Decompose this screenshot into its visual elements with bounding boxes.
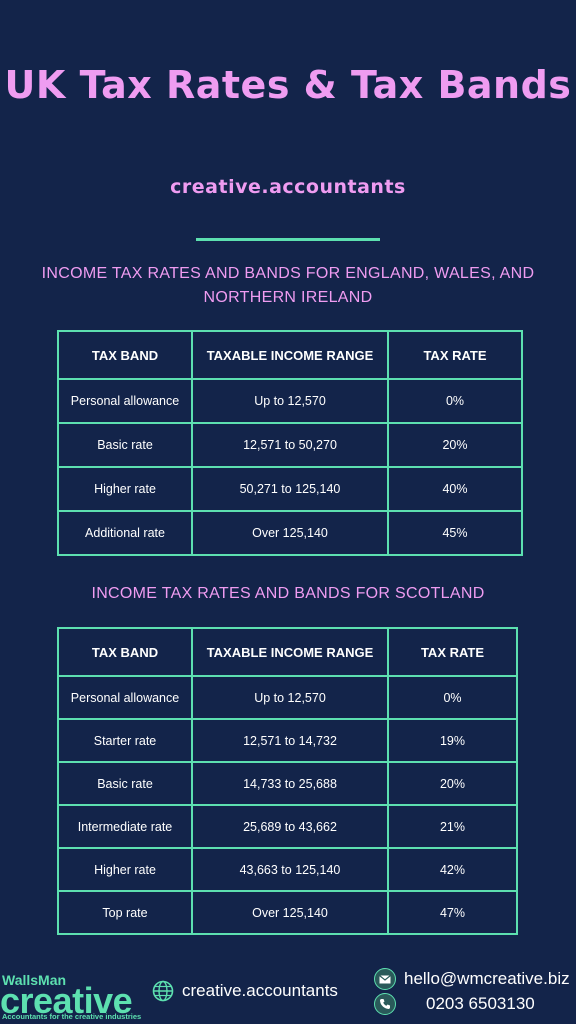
table-row: Top rate Over 125,140 47% [57, 890, 518, 935]
table-header-row: TAX BAND TAXABLE INCOME RANGE TAX RATE [57, 330, 523, 380]
table-cell: Over 125,140 [191, 890, 389, 935]
email-text: hello@wmcreative.biz [404, 969, 570, 988]
table-cell: Basic rate [57, 422, 193, 468]
table-cell: 50,271 to 125,140 [191, 466, 389, 512]
table-row: Personal allowance Up to 12,570 0% [57, 378, 523, 424]
table-row: Additional rate Over 125,140 45% [57, 510, 523, 556]
column-header: TAX RATE [387, 627, 518, 677]
table-row: Basic rate 14,733 to 25,688 20% [57, 761, 518, 806]
table-cell: 0% [387, 675, 518, 720]
table-row: Higher rate 43,663 to 125,140 42% [57, 847, 518, 892]
globe-icon [152, 980, 174, 1002]
table-cell: 42% [387, 847, 518, 892]
table-cell: 40% [387, 466, 523, 512]
logo-main-text: creative [0, 980, 133, 1021]
table-cell: 47% [387, 890, 518, 935]
phone-text: 0203 6503130 [426, 994, 535, 1013]
table-cell: Basic rate [57, 761, 193, 806]
table-cell: Higher rate [57, 466, 193, 512]
table-row: Basic rate 12,571 to 50,270 20% [57, 422, 523, 468]
table-cell: 14,733 to 25,688 [191, 761, 389, 806]
page-title: UK Tax Rates & Tax Bands [4, 63, 572, 107]
table-cell: Top rate [57, 890, 193, 935]
table-cell: 12,571 to 14,732 [191, 718, 389, 763]
brand-logo: WallsMan creative Accountants for the cr… [0, 970, 150, 1024]
page-subtitle: creative.accountants [170, 176, 406, 198]
column-header: TAX BAND [57, 627, 193, 677]
column-header: TAXABLE INCOME RANGE [191, 330, 389, 380]
phone-icon [374, 993, 396, 1015]
table-row: Higher rate 50,271 to 125,140 40% [57, 466, 523, 512]
table-cell: Higher rate [57, 847, 193, 892]
tax-table-scotland: TAX BAND TAXABLE INCOME RANGE TAX RATE P… [57, 627, 518, 935]
table-cell: Up to 12,570 [191, 675, 389, 720]
table-cell: 25,689 to 43,662 [191, 804, 389, 849]
column-header: TAX RATE [387, 330, 523, 380]
table-cell: 19% [387, 718, 518, 763]
table-header-row: TAX BAND TAXABLE INCOME RANGE TAX RATE [57, 627, 518, 677]
table-cell: 21% [387, 804, 518, 849]
column-header: TAX BAND [57, 330, 193, 380]
table-cell: 45% [387, 510, 523, 556]
table-cell: Personal allowance [57, 378, 193, 424]
table-cell: Up to 12,570 [191, 378, 389, 424]
table-row: Intermediate rate 25,689 to 43,662 21% [57, 804, 518, 849]
column-header: TAXABLE INCOME RANGE [191, 627, 389, 677]
table-cell: 0% [387, 378, 523, 424]
table-cell: 12,571 to 50,270 [191, 422, 389, 468]
phone-link[interactable]: 0203 6503130 [374, 993, 535, 1015]
table-cell: Starter rate [57, 718, 193, 763]
logo-tagline: Accountants for the creative industries [2, 1012, 142, 1021]
table-cell: 20% [387, 422, 523, 468]
section-heading-scotland: INCOME TAX RATES AND BANDS FOR SCOTLAND [91, 585, 485, 602]
table-cell: Personal allowance [57, 675, 193, 720]
title-divider [196, 238, 380, 241]
section-heading-england: INCOME TAX RATES AND BANDS FOR ENGLAND, … [41, 265, 535, 306]
email-link[interactable]: hello@wmcreative.biz [374, 968, 570, 990]
mail-icon [374, 968, 396, 990]
table-cell: Over 125,140 [191, 510, 389, 556]
table-cell: Intermediate rate [57, 804, 193, 849]
table-cell: Additional rate [57, 510, 193, 556]
logo-top-text: WallsMan [2, 972, 67, 988]
table-cell: 43,663 to 125,140 [191, 847, 389, 892]
table-cell: 20% [387, 761, 518, 806]
website-link[interactable]: creative.accountants [152, 980, 338, 1002]
table-row: Starter rate 12,571 to 14,732 19% [57, 718, 518, 763]
tax-table-england: TAX BAND TAXABLE INCOME RANGE TAX RATE P… [57, 330, 523, 556]
table-row: Personal allowance Up to 12,570 0% [57, 675, 518, 720]
website-text: creative.accountants [182, 981, 338, 1000]
